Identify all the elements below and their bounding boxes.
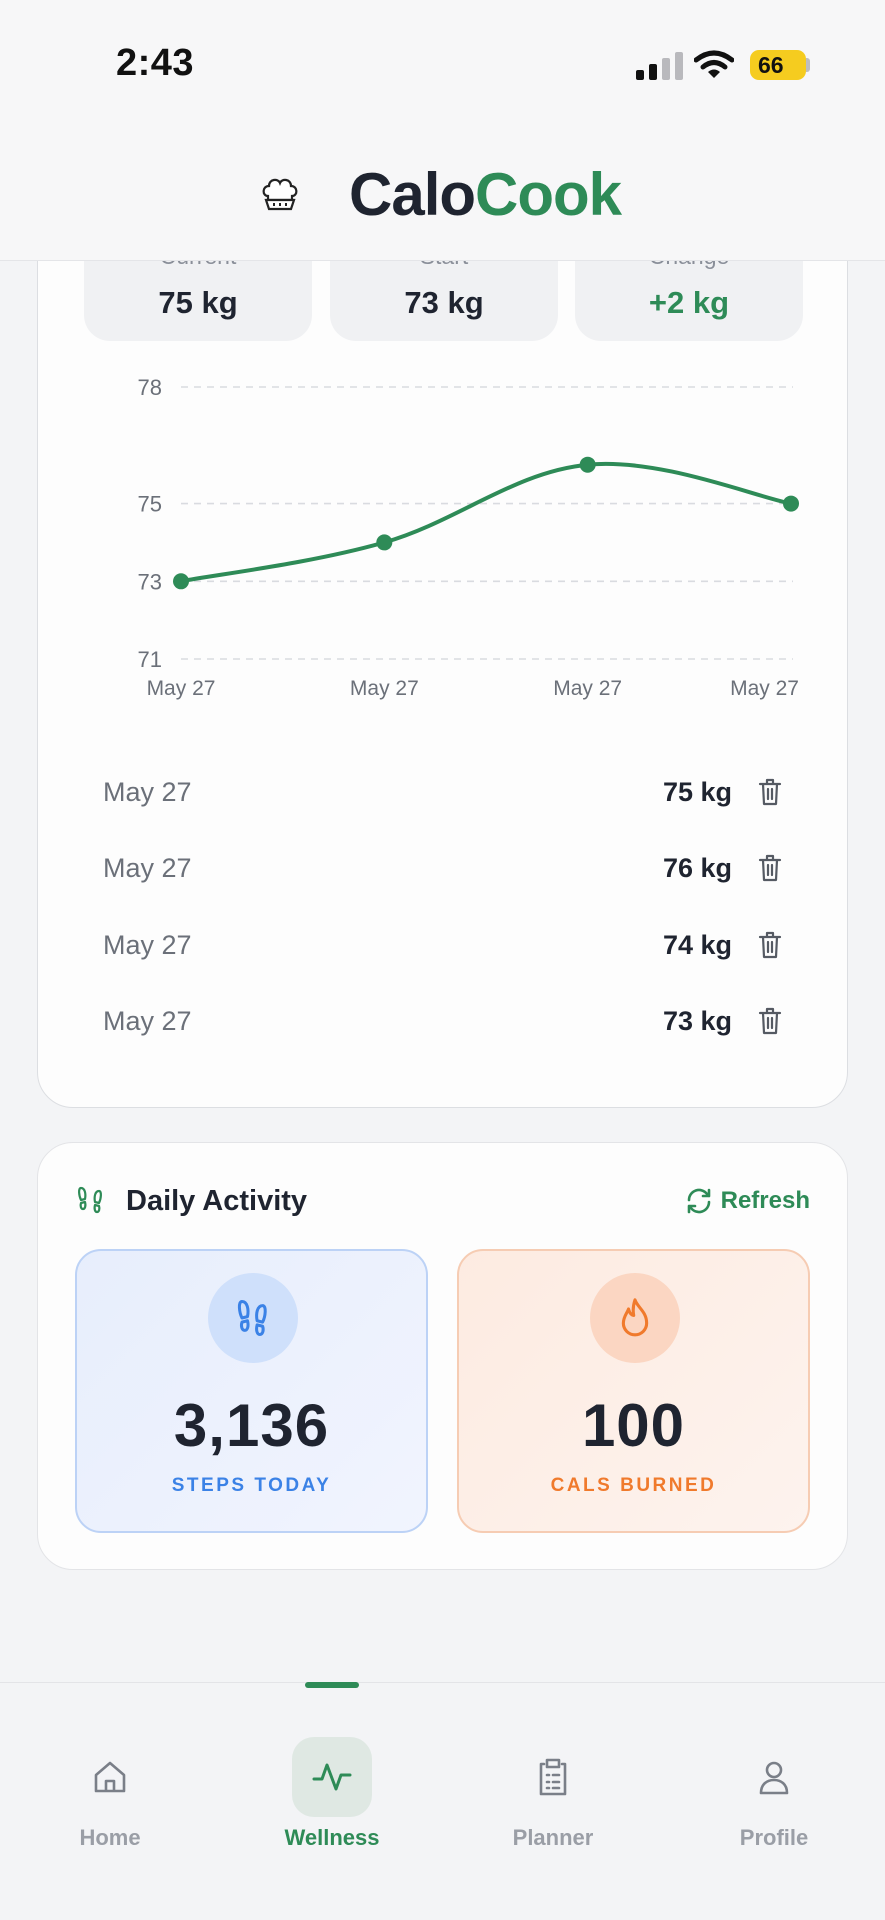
app-logo-text: CaloCook: [349, 160, 622, 229]
nav-icon-wrap: [70, 1737, 150, 1817]
nav-label: Home: [79, 1825, 141, 1850]
trash-icon[interactable]: [757, 777, 783, 807]
nav-label: Planner: [512, 1825, 594, 1850]
weight-line-chart: 78 75 73 71 May 27 May 27 May 27 May 27: [138, 375, 799, 700]
nav-icon-wrap: [513, 1737, 593, 1817]
status-bar: 2:43 66: [0, 0, 885, 130]
refresh-label: Refresh: [720, 1187, 810, 1214]
nav-profile[interactable]: Profile: [694, 1713, 854, 1850]
refresh-button[interactable]: Refresh: [685, 1187, 810, 1215]
stat-value: 73 kg: [404, 285, 484, 320]
clipboard-icon: [539, 1758, 567, 1796]
footprints-icon: [237, 1299, 267, 1337]
trash-icon[interactable]: [757, 1006, 783, 1036]
list-item: May 27 74 kg: [38, 910, 847, 986]
battery-level: 66: [758, 51, 784, 78]
steps-label: STEPS TODAY: [171, 1475, 332, 1496]
steps-value: 3,136: [173, 1392, 330, 1459]
nav-icon-wrap: [734, 1737, 814, 1817]
y-tick-label: 75: [138, 492, 162, 517]
nav-icon-wrap: [292, 1737, 372, 1817]
steps-icon-circle: [208, 1273, 298, 1363]
flame-icon: [621, 1298, 649, 1337]
entry-weight: 73 kg: [662, 1006, 732, 1036]
active-tab-indicator: [305, 1682, 359, 1688]
nav-wellness[interactable]: Wellness: [252, 1713, 412, 1850]
y-tick-label: 78: [138, 375, 162, 400]
home-icon: [94, 1761, 126, 1793]
list-item: May 27 75 kg: [38, 757, 847, 833]
data-point[interactable]: [783, 495, 799, 512]
activity-icon: [312, 1763, 352, 1791]
entry-weight: 75 kg: [662, 777, 732, 807]
list-item: May 27 76 kg: [38, 833, 847, 909]
calories-icon-circle: [590, 1273, 680, 1363]
entry-weight: 74 kg: [662, 930, 732, 960]
chef-hat-icon: [262, 178, 298, 211]
trash-icon[interactable]: [757, 853, 783, 883]
refresh-icon: [687, 1188, 710, 1214]
list-item: May 27 73 kg: [38, 986, 847, 1062]
y-tick-label: 73: [138, 569, 162, 594]
stat-value: +2 kg: [648, 285, 730, 320]
weight-tracker-card: Current 75 kg Start 73 kg Change +2 kg 7…: [37, 200, 848, 1108]
entry-date: May 27: [103, 853, 192, 883]
calories-label: CALS BURNED: [550, 1475, 717, 1496]
calories-tile: 100 CALS BURNED: [457, 1249, 810, 1533]
brand-cook: Cook: [475, 161, 622, 228]
y-tick-label: 71: [138, 647, 162, 672]
calories-value: 100: [581, 1392, 686, 1459]
battery-cap: [806, 58, 810, 72]
wifi-icon: [694, 50, 734, 78]
nav-label: Profile: [739, 1825, 809, 1850]
series-line: [179, 461, 793, 584]
steps-tile: 3,136 STEPS TODAY: [75, 1249, 428, 1533]
x-tick-label: May 27: [350, 677, 419, 700]
x-tick-label: May 27: [147, 677, 216, 700]
stat-value: 75 kg: [158, 285, 238, 320]
activity-title: Daily Activity: [126, 1185, 308, 1217]
entry-date: May 27: [103, 777, 192, 807]
nav-label: Wellness: [284, 1825, 380, 1850]
user-icon: [759, 1761, 789, 1795]
footprints-icon: [78, 1186, 102, 1214]
x-tick-label: May 27: [553, 677, 622, 700]
cellular-signal-icon: [636, 52, 683, 80]
daily-activity-card: Daily Activity Refresh 3,136 STEPS TODAY…: [37, 1142, 848, 1570]
bottom-navigation: Home Wellness Planner Profile: [0, 1682, 885, 1920]
nav-planner[interactable]: Planner: [473, 1713, 633, 1850]
trash-icon[interactable]: [757, 930, 783, 960]
data-point[interactable]: [376, 534, 393, 551]
data-point[interactable]: [173, 573, 189, 590]
status-time: 2:43: [116, 42, 195, 84]
entry-date: May 27: [103, 1006, 192, 1036]
brand-calo: Calo: [349, 161, 476, 228]
app-header: CaloCook: [0, 130, 885, 261]
entry-weight: 76 kg: [662, 853, 732, 883]
x-tick-label: May 27: [730, 677, 799, 700]
data-point[interactable]: [579, 456, 596, 473]
nav-home[interactable]: Home: [30, 1713, 190, 1850]
entry-date: May 27: [103, 930, 192, 960]
battery-icon: 66: [750, 50, 814, 80]
